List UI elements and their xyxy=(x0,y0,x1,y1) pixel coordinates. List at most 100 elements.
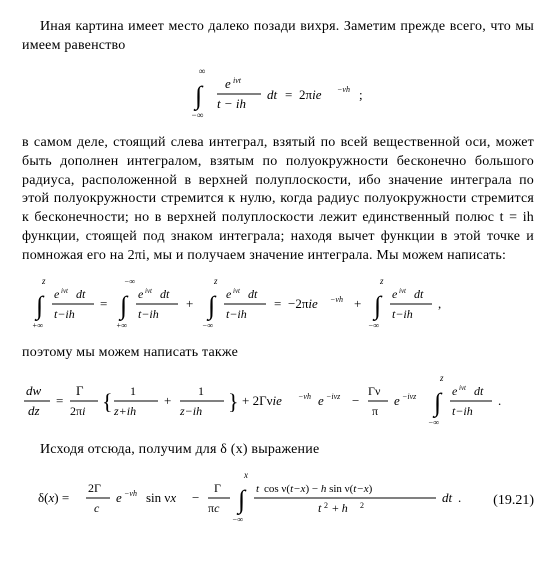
svg-text:+∞: +∞ xyxy=(32,321,43,330)
svg-text:+ 2Γνie: + 2Γνie xyxy=(242,393,282,408)
svg-text:Γ: Γ xyxy=(76,383,84,398)
svg-text:∫: ∫ xyxy=(236,485,247,515)
svg-text:−νh: −νh xyxy=(124,489,137,498)
svg-text:z: z xyxy=(41,276,46,286)
svg-text:iνt: iνt xyxy=(233,287,241,295)
svg-text:iνt: iνt xyxy=(145,287,153,295)
svg-text:−∞: −∞ xyxy=(428,418,439,427)
svg-text:1: 1 xyxy=(130,384,136,398)
svg-text:e: e xyxy=(116,490,122,505)
svg-text:dw: dw xyxy=(26,383,42,398)
svg-text:π: π xyxy=(372,404,378,418)
svg-text:dt: dt xyxy=(160,287,170,301)
svg-text:−iνz: −iνz xyxy=(326,392,341,401)
svg-text:−∞: −∞ xyxy=(202,321,213,330)
svg-text:iνt: iνt xyxy=(459,384,467,392)
svg-text:t: t xyxy=(318,501,322,515)
svg-text:e: e xyxy=(225,76,231,91)
svg-text:−: − xyxy=(352,393,359,408)
svg-text:1: 1 xyxy=(198,384,204,398)
svg-text:−νh: −νh xyxy=(298,392,311,401)
svg-text:e: e xyxy=(392,287,398,301)
svg-text:dt: dt xyxy=(76,287,86,301)
svg-text:z: z xyxy=(439,373,444,383)
eq2-svg: z ∫ +∞ eiνtdt t−ih = −∞ ∫ +∞ eiνtdt t−ih… xyxy=(28,276,528,332)
svg-text:e: e xyxy=(138,287,144,301)
svg-text:∫: ∫ xyxy=(206,291,217,321)
equation-2: z ∫ +∞ eiνtdt t−ih = −∞ ∫ +∞ eiνtdt t−ih… xyxy=(22,276,534,332)
svg-text:+: + xyxy=(354,296,361,311)
svg-text:∫: ∫ xyxy=(34,291,45,321)
svg-text:.: . xyxy=(458,490,461,505)
svg-text:e: e xyxy=(452,384,458,398)
svg-text:e: e xyxy=(54,287,60,301)
svg-text:t − ih: t − ih xyxy=(217,96,246,111)
svg-text:{: { xyxy=(102,389,113,414)
svg-text:∞: ∞ xyxy=(199,66,205,76)
svg-text:dt: dt xyxy=(414,287,424,301)
svg-text:dt: dt xyxy=(248,287,258,301)
svg-text:e: e xyxy=(318,393,324,408)
svg-text:z: z xyxy=(213,276,218,286)
equation-4-row: δ(x) = 2Γ c e −νh sin νx − Γ πc x ∫ −∞ t… xyxy=(22,470,534,533)
svg-text:dz: dz xyxy=(28,403,40,418)
equation-3: dw dz = Γ 2πi { 1 z+ih + 1 z−ih } + 2Γνi… xyxy=(22,373,534,429)
svg-text:+: + xyxy=(186,296,193,311)
svg-text:=: = xyxy=(274,296,281,311)
svg-text:e: e xyxy=(394,393,400,408)
svg-text:iνt: iνt xyxy=(233,76,242,85)
equation-1: ∞ ∫ −∞ e iνt t − ih dt = 2πie −νh ; xyxy=(22,66,534,122)
svg-text:t−ih: t−ih xyxy=(452,404,473,418)
svg-text:t−ih: t−ih xyxy=(54,307,75,321)
paragraph-4: Исходя отсюда, получим для δ (x) выражен… xyxy=(22,441,534,460)
svg-text:Γν: Γν xyxy=(368,384,381,398)
eq1-svg: ∞ ∫ −∞ e iνt t − ih dt = 2πie −νh ; xyxy=(163,66,393,122)
svg-text:z−ih: z−ih xyxy=(179,404,202,418)
svg-text:cos ν(t−x) − h sin ν(t−x): cos ν(t−x) − h sin ν(t−x) xyxy=(264,483,373,495)
svg-text:=: = xyxy=(100,296,107,311)
svg-text:2: 2 xyxy=(360,501,364,510)
svg-text:=: = xyxy=(56,393,63,408)
svg-text:2Γ: 2Γ xyxy=(88,481,101,495)
paragraph-2: в самом деле, стоящий слева интеграл, вз… xyxy=(22,134,534,266)
paragraph-1: Иная картина имеет место далеко позади в… xyxy=(22,18,534,56)
svg-text:iνt: iνt xyxy=(399,287,407,295)
svg-text:−νh: −νh xyxy=(330,295,343,304)
svg-text:−iνz: −iνz xyxy=(402,392,417,401)
equation-4: δ(x) = 2Γ c e −νh sin νx − Γ πc x ∫ −∞ t… xyxy=(22,470,483,533)
svg-text:2: 2 xyxy=(324,501,328,510)
svg-text:−∞: −∞ xyxy=(232,515,243,524)
svg-text:∫: ∫ xyxy=(118,291,129,321)
svg-text:e: e xyxy=(226,287,232,301)
svg-text:,: , xyxy=(438,296,441,311)
svg-text:=: = xyxy=(285,87,292,102)
svg-text:Γ: Γ xyxy=(214,481,221,495)
svg-text:c: c xyxy=(94,501,100,515)
svg-text:t−ih: t−ih xyxy=(226,307,247,321)
svg-text:∫: ∫ xyxy=(372,291,383,321)
svg-text:2πi: 2πi xyxy=(70,404,85,418)
svg-text:z+ih: z+ih xyxy=(113,404,136,418)
svg-text:x: x xyxy=(243,470,248,480)
svg-text:sin νx: sin νx xyxy=(146,490,176,505)
svg-text:t−ih: t−ih xyxy=(392,307,413,321)
svg-text:t−ih: t−ih xyxy=(138,307,159,321)
svg-text:−∞: −∞ xyxy=(191,110,204,120)
svg-text:+: + xyxy=(164,393,171,408)
svg-text:2πie: 2πie xyxy=(299,87,322,102)
eq4-svg: δ(x) = 2Γ c e −νh sin νx − Γ πc x ∫ −∞ t… xyxy=(38,470,468,526)
equation-4-number: (19.21) xyxy=(483,492,534,511)
svg-text:−2πie: −2πie xyxy=(288,296,318,311)
svg-text:∫: ∫ xyxy=(193,81,204,111)
eq3-svg: dw dz = Γ 2πi { 1 z+ih + 1 z−ih } + 2Γνi… xyxy=(22,373,534,429)
svg-text:iνt: iνt xyxy=(61,287,69,295)
svg-text:−νh: −νh xyxy=(337,85,350,94)
svg-text:dt: dt xyxy=(474,384,484,398)
svg-text:t: t xyxy=(256,483,260,495)
paragraph-3: поэтому мы можем написать также xyxy=(22,344,534,363)
svg-text:δ(x) =: δ(x) = xyxy=(38,490,69,505)
svg-text:−∞: −∞ xyxy=(368,321,379,330)
svg-text:}: } xyxy=(228,389,239,414)
svg-text:+ h: + h xyxy=(332,501,348,515)
svg-text:−∞: −∞ xyxy=(124,277,135,286)
